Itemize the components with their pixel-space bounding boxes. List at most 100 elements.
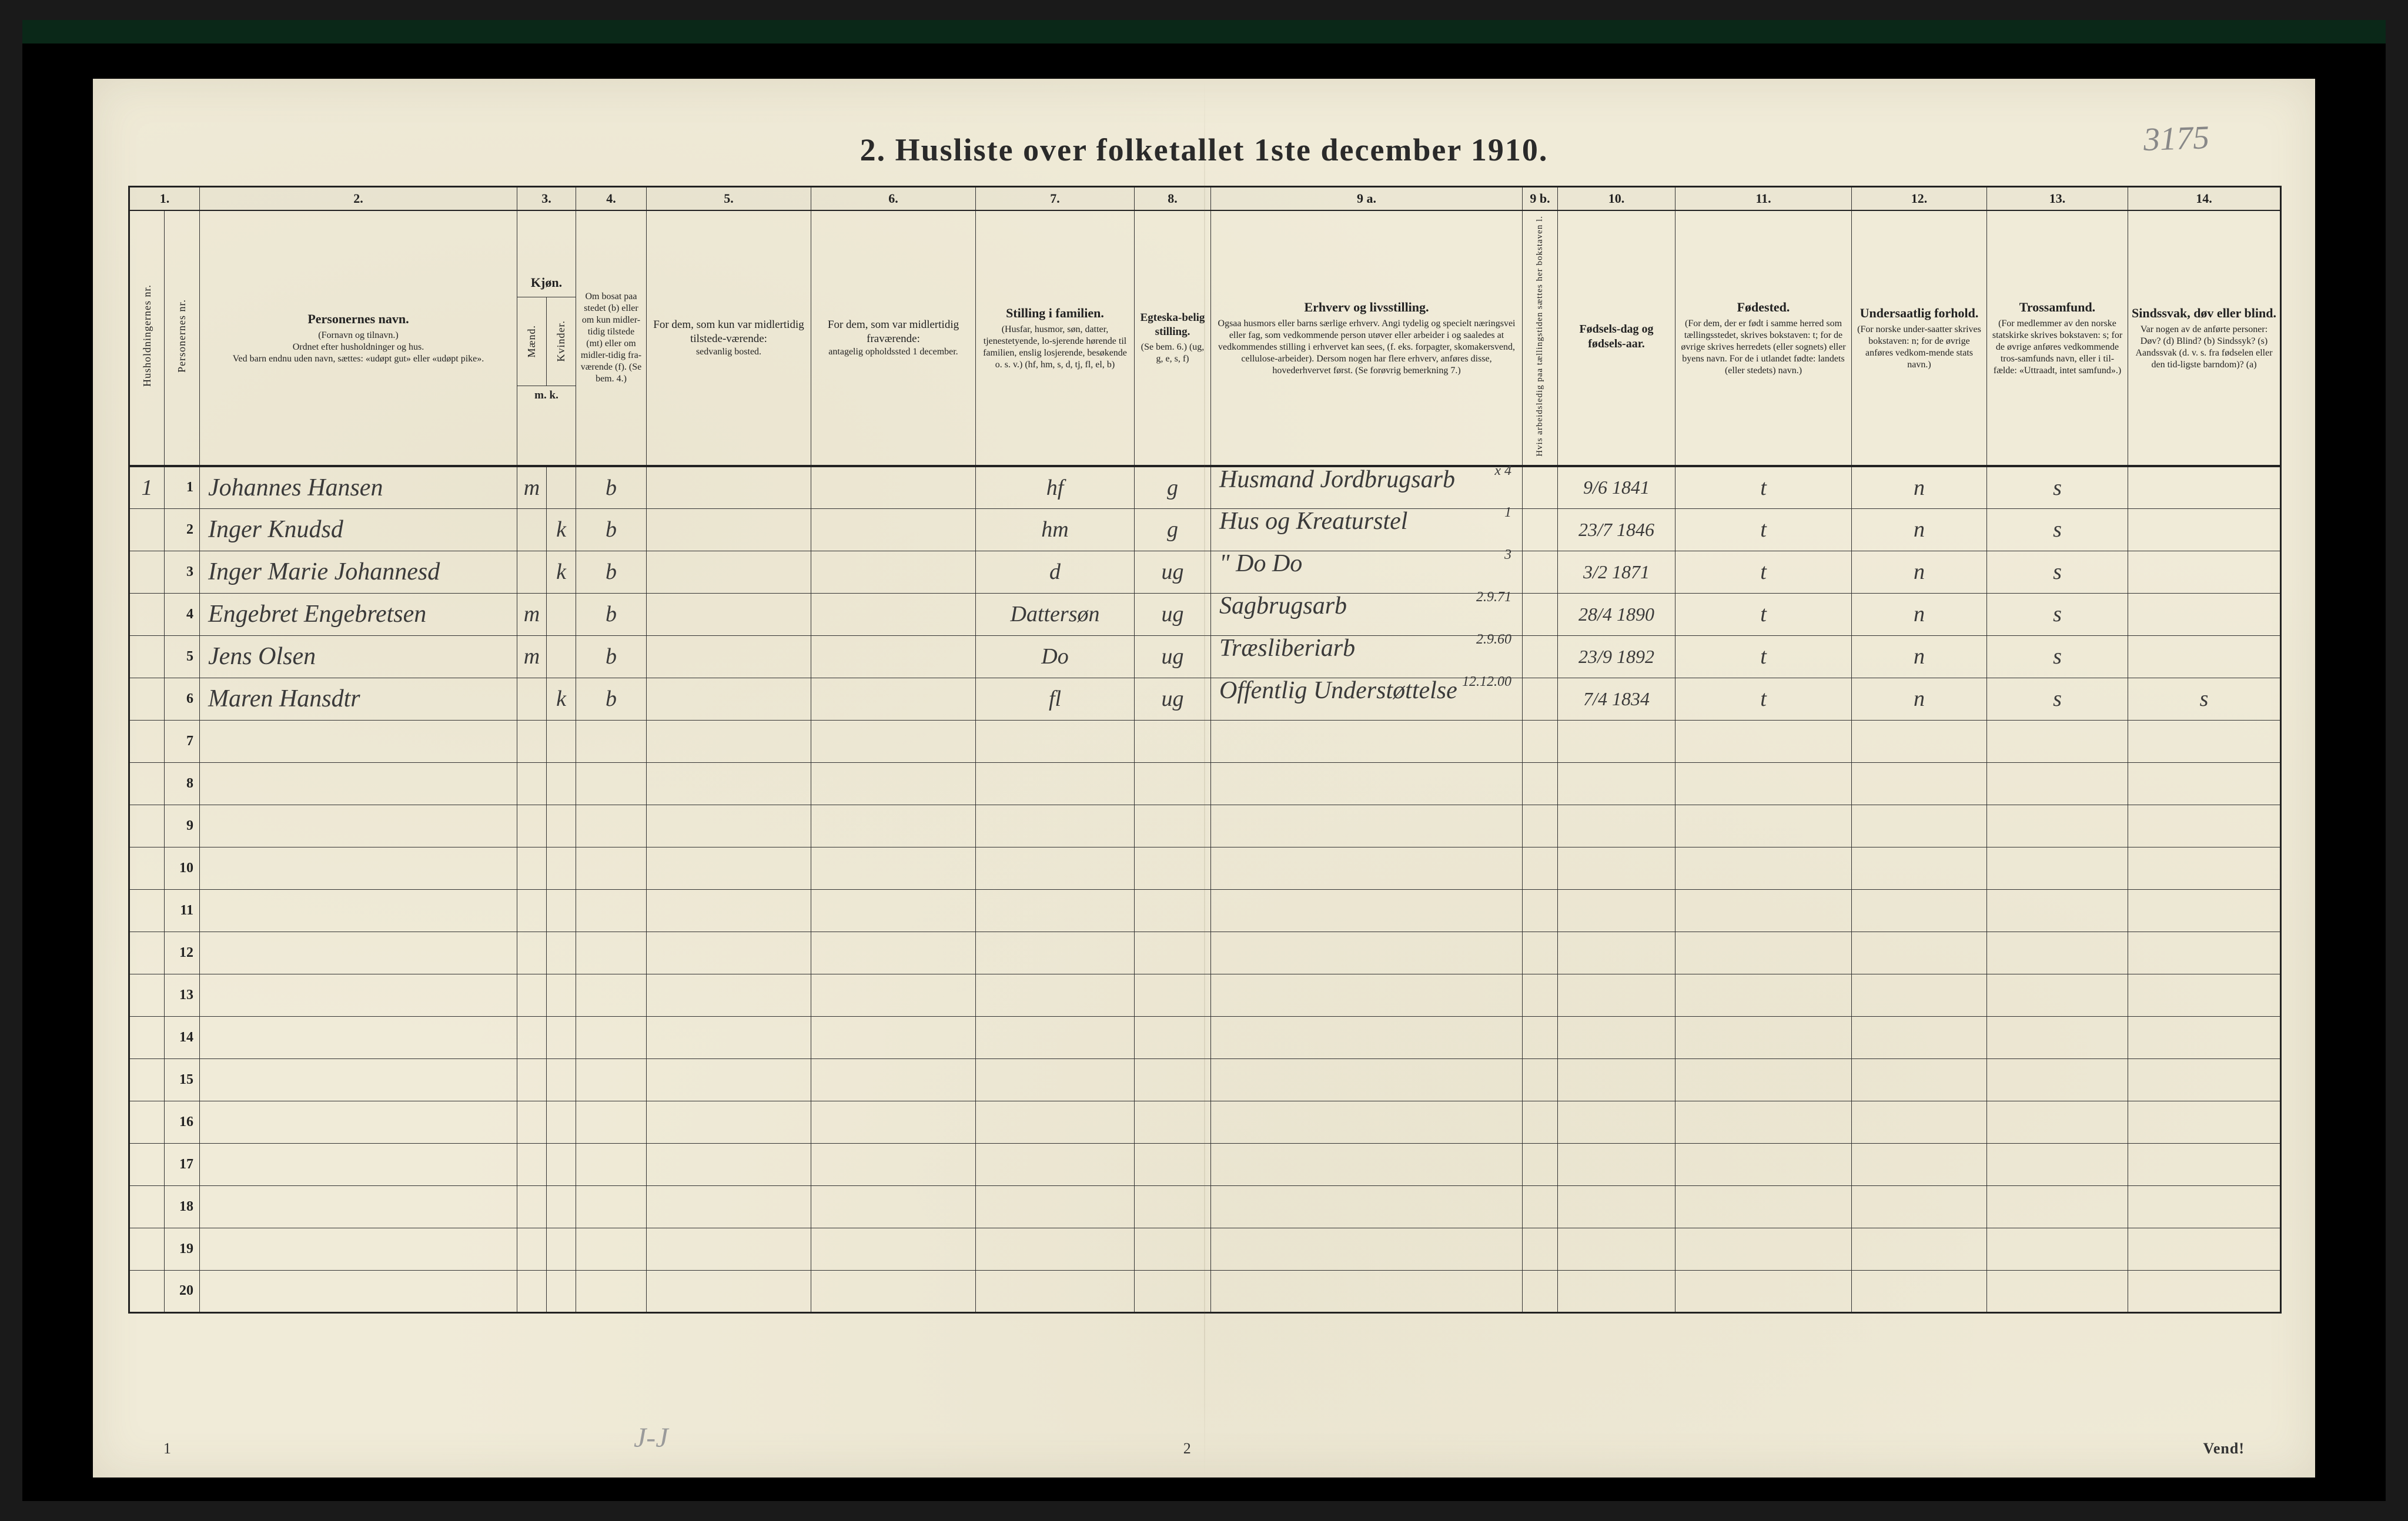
cell-c14 [2128, 1270, 2281, 1312]
cell-occ [1211, 1185, 1523, 1228]
hdr-c1a-label: Husholdningernes nr. [141, 284, 154, 387]
cell-fam [976, 762, 1135, 805]
colnum-12: 12. [1852, 187, 1987, 210]
cell-res [576, 847, 647, 889]
cell-nat [1852, 1270, 1987, 1312]
cell-name [200, 762, 517, 805]
cell-occ [1211, 847, 1523, 889]
hdr-c10-bold: Fødsels-dag og fødsels-aar. [1561, 322, 1671, 351]
cell-rel [1987, 932, 2128, 974]
cell-c14 [2128, 974, 2281, 1016]
cell-birth [1558, 932, 1675, 974]
hdr-sex-bold: Kjøn. [519, 274, 574, 291]
cell-pnr: 17 [165, 1143, 200, 1185]
cell-pnr: 13 [165, 974, 200, 1016]
cell-name: Johannes Hansen [200, 466, 517, 508]
cell-hnr [129, 1228, 165, 1270]
cell-mar [1135, 889, 1211, 932]
cell-res: b [576, 635, 647, 678]
hdr-c11-text: (For dem, der er født i samme herred som… [1679, 318, 1848, 377]
cell-c6 [811, 889, 976, 932]
cell-nat [1852, 762, 1987, 805]
cell-c6 [811, 805, 976, 847]
cell-name [200, 889, 517, 932]
hdr-c14-text: Var nogen av de anførte personer: Døv? (… [2132, 324, 2276, 371]
cell-born [1675, 1143, 1852, 1185]
cell-res: b [576, 551, 647, 593]
cell-c14 [2128, 889, 2281, 932]
cell-rel: s [1987, 678, 2128, 720]
cell-c6 [811, 466, 976, 508]
cell-sex-m [517, 847, 547, 889]
cell-name [200, 1143, 517, 1185]
cell-hnr: 1 [129, 466, 165, 508]
cell-c9b [1523, 889, 1558, 932]
cell-birth [1558, 1058, 1675, 1101]
cell-c14 [2128, 1228, 2281, 1270]
cell-fam [976, 847, 1135, 889]
cell-c5 [647, 1016, 811, 1058]
cell-name: Inger Marie Johannesd [200, 551, 517, 593]
cell-hnr [129, 1143, 165, 1185]
cell-c14 [2128, 551, 2281, 593]
cell-occ [1211, 762, 1523, 805]
cell-mar: ug [1135, 635, 1211, 678]
cell-sex-m [517, 762, 547, 805]
cell-mar [1135, 1228, 1211, 1270]
cell-res [576, 1185, 647, 1228]
cell-nat [1852, 1016, 1987, 1058]
colnum-7: 7. [976, 187, 1135, 210]
cell-born: t [1675, 593, 1852, 635]
cell-sex-m [517, 508, 547, 551]
cell-sex-m [517, 720, 547, 762]
hdr-name: Personernes navn. (Fornavn og tilnavn.) … [200, 210, 517, 467]
cell-res [576, 1228, 647, 1270]
cell-c14: s [2128, 678, 2281, 720]
cell-rel [1987, 889, 2128, 932]
cell-mar: ug [1135, 551, 1211, 593]
colnum-11: 11. [1675, 187, 1852, 210]
cell-rel [1987, 720, 2128, 762]
cell-c9b [1523, 508, 1558, 551]
cell-c14 [2128, 1058, 2281, 1101]
cell-res [576, 805, 647, 847]
cell-fam [976, 720, 1135, 762]
cell-fam: d [976, 551, 1135, 593]
cell-birth: 23/9 1892 [1558, 635, 1675, 678]
cell-c9b [1523, 847, 1558, 889]
cell-pnr: 7 [165, 720, 200, 762]
cell-born: t [1675, 466, 1852, 508]
cell-hnr [129, 1185, 165, 1228]
cell-rel [1987, 1143, 2128, 1185]
colnum-9a: 9 a. [1211, 187, 1523, 210]
cell-c5 [647, 593, 811, 635]
cell-born [1675, 1185, 1852, 1228]
cell-name [200, 720, 517, 762]
cell-sex-k: k [547, 678, 576, 720]
cell-mar: g [1135, 508, 1211, 551]
hdr-birthplace: Fødested. (For dem, der er født i samme … [1675, 210, 1852, 467]
cell-c5 [647, 635, 811, 678]
cell-rel [1987, 1101, 2128, 1143]
cell-c14 [2128, 1185, 2281, 1228]
hdr-birthdate: Fødsels-dag og fødsels-aar. [1558, 210, 1675, 467]
cell-pnr: 19 [165, 1228, 200, 1270]
colnum-8: 8. [1135, 187, 1211, 210]
cell-res [576, 1270, 647, 1312]
hdr-disability: Sindssvak, døv eller blind. Var nogen av… [2128, 210, 2281, 467]
cell-pnr: 15 [165, 1058, 200, 1101]
cell-born [1675, 805, 1852, 847]
hdr-name-bold: Personernes navn. [203, 311, 513, 327]
cell-mar [1135, 762, 1211, 805]
cell-fam [976, 889, 1135, 932]
cell-c9b [1523, 1101, 1558, 1143]
cell-sex-k [547, 974, 576, 1016]
cell-birth: 7/4 1834 [1558, 678, 1675, 720]
cell-pnr: 18 [165, 1185, 200, 1228]
cell-nat [1852, 1143, 1987, 1185]
hdr-nationality: Undersaatlig forhold. (For norske under-… [1852, 210, 1987, 467]
cell-sex-k [547, 1228, 576, 1270]
hdr-sex: Kjøn. Mænd. Kvinder. m. k. [517, 210, 576, 467]
colnum-9b: 9 b. [1523, 187, 1558, 210]
cell-c9b [1523, 932, 1558, 974]
